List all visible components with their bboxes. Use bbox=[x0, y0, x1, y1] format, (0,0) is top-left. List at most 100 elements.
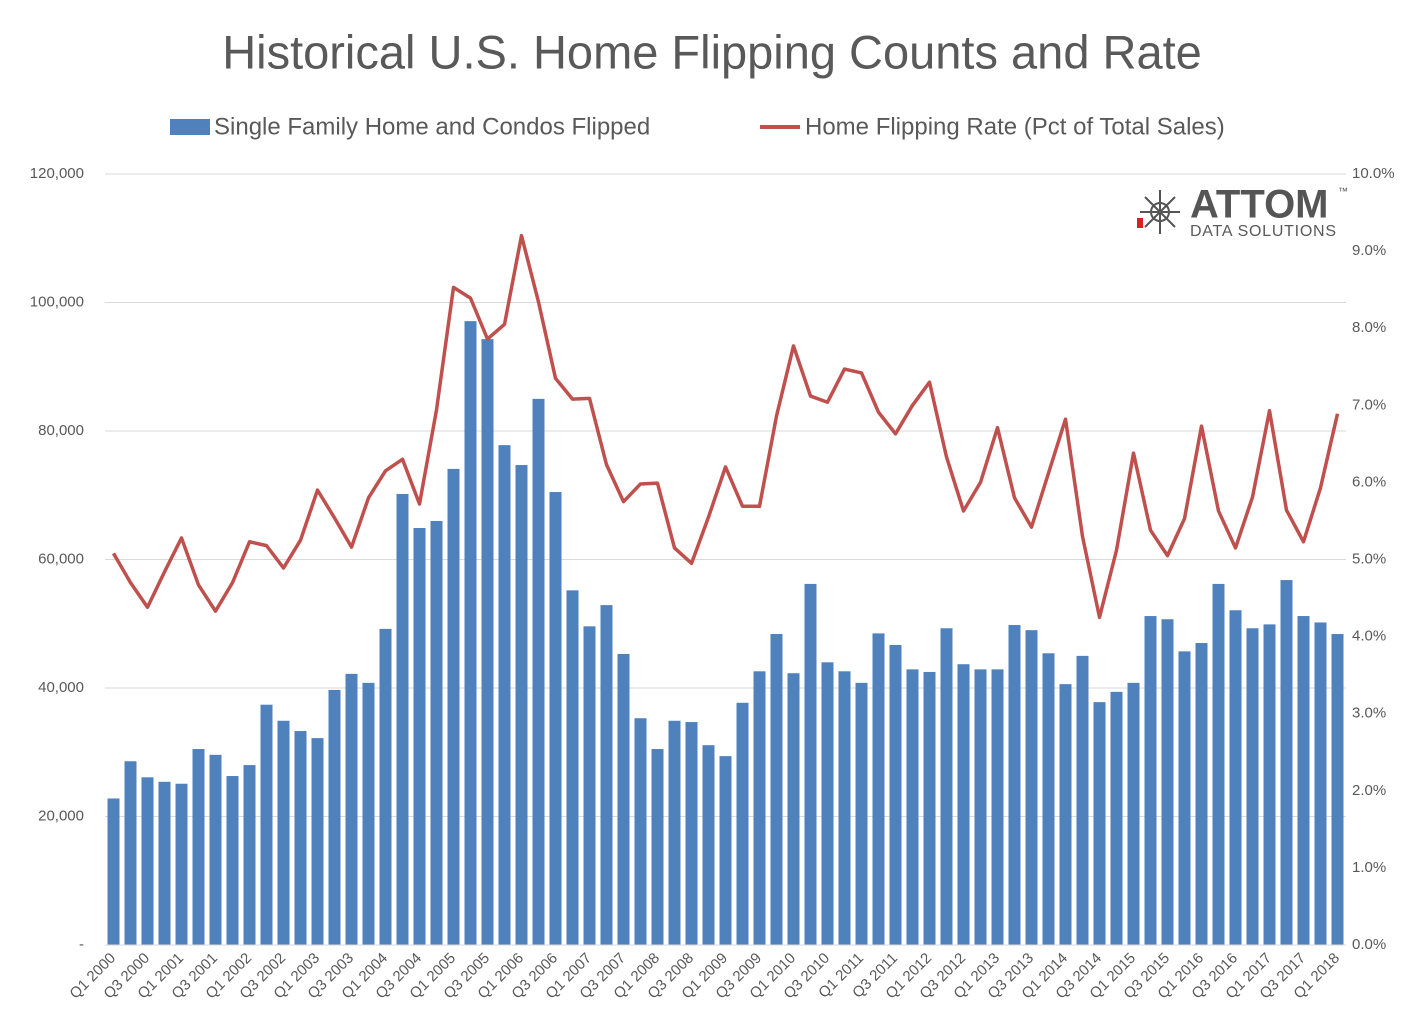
bar bbox=[1110, 691, 1123, 945]
bar bbox=[328, 689, 341, 945]
bar bbox=[651, 749, 664, 945]
y2-tick-label: 9.0% bbox=[1352, 242, 1386, 259]
bar bbox=[107, 798, 120, 945]
y2-tick-label: 5.0% bbox=[1352, 550, 1386, 567]
bar bbox=[923, 671, 936, 945]
bar bbox=[396, 493, 409, 945]
y2-tick-label: 1.0% bbox=[1352, 859, 1386, 876]
bar bbox=[532, 398, 545, 945]
bar bbox=[770, 634, 783, 945]
bar bbox=[855, 682, 868, 945]
bar bbox=[260, 704, 273, 945]
bar bbox=[787, 673, 800, 945]
y-tick-label: - bbox=[79, 936, 84, 953]
bar bbox=[753, 671, 766, 945]
y-tick-label: 20,000 bbox=[38, 807, 84, 824]
bar bbox=[685, 722, 698, 945]
bar bbox=[1263, 624, 1276, 945]
bar bbox=[1161, 619, 1174, 945]
bar bbox=[719, 756, 732, 945]
bar bbox=[1008, 625, 1021, 945]
bar bbox=[362, 682, 375, 945]
y2-tick-label: 6.0% bbox=[1352, 473, 1386, 490]
bar bbox=[957, 664, 970, 945]
bar bbox=[1059, 684, 1072, 945]
legend-label: Single Family Home and Condos Flipped bbox=[214, 113, 650, 140]
chart-title: Historical U.S. Home Flipping Counts and… bbox=[222, 25, 1202, 78]
bar bbox=[481, 339, 494, 945]
bar bbox=[311, 738, 324, 945]
bar bbox=[804, 583, 817, 945]
bar bbox=[821, 662, 834, 945]
y-tick-label: 120,000 bbox=[30, 165, 84, 182]
bar bbox=[277, 720, 290, 945]
bar bbox=[974, 669, 987, 945]
y-tick-label: 80,000 bbox=[38, 422, 84, 439]
bar bbox=[1195, 643, 1208, 945]
bar bbox=[294, 731, 307, 945]
legend-swatch bbox=[170, 119, 210, 135]
bar bbox=[226, 776, 239, 945]
bar bbox=[549, 492, 562, 945]
logo-subtext: DATA SOLUTIONS bbox=[1190, 223, 1336, 240]
logo-mark: ™ bbox=[1338, 187, 1348, 198]
bar bbox=[634, 718, 647, 945]
bar bbox=[1314, 622, 1327, 945]
bar bbox=[600, 605, 613, 945]
logo-accent bbox=[1137, 218, 1143, 228]
bar bbox=[141, 777, 154, 945]
y-tick-label: 100,000 bbox=[30, 293, 84, 310]
bar bbox=[209, 754, 222, 945]
bar bbox=[175, 783, 188, 945]
bar bbox=[736, 702, 749, 945]
bar bbox=[1127, 682, 1140, 945]
bar bbox=[124, 761, 137, 945]
y-tick-label: 60,000 bbox=[38, 550, 84, 567]
bar bbox=[566, 590, 579, 945]
y2-tick-label: 0.0% bbox=[1352, 936, 1386, 953]
bar bbox=[430, 520, 443, 945]
bar bbox=[1331, 634, 1344, 945]
y2-tick-label: 8.0% bbox=[1352, 319, 1386, 336]
bar bbox=[838, 671, 851, 945]
bar bbox=[1178, 651, 1191, 945]
bar bbox=[413, 528, 426, 945]
line bbox=[111, 233, 1340, 620]
bar bbox=[872, 633, 885, 945]
bar bbox=[1042, 653, 1055, 945]
bar bbox=[940, 628, 953, 945]
bar bbox=[498, 445, 511, 945]
bar bbox=[906, 669, 919, 945]
logo-icon bbox=[1140, 190, 1180, 234]
bar bbox=[668, 720, 681, 945]
bar bbox=[617, 653, 630, 945]
y2-tick-label: 10.0% bbox=[1352, 165, 1395, 182]
bar bbox=[1212, 583, 1225, 945]
y2-tick-label: 3.0% bbox=[1352, 705, 1386, 722]
bar bbox=[1229, 610, 1242, 945]
bar bbox=[991, 669, 1004, 945]
bar bbox=[464, 321, 477, 945]
bar bbox=[1144, 616, 1157, 945]
bar bbox=[702, 745, 715, 945]
y2-tick-label: 7.0% bbox=[1352, 396, 1386, 413]
bar bbox=[1297, 616, 1310, 945]
bar bbox=[1093, 702, 1106, 945]
bar bbox=[1076, 655, 1089, 945]
y2-tick-label: 4.0% bbox=[1352, 628, 1386, 645]
bar bbox=[889, 644, 902, 945]
logo-text: ATTOM bbox=[1190, 183, 1329, 227]
bar bbox=[583, 626, 596, 945]
logo: ATTOM ™ DATA SOLUTIONS bbox=[1137, 183, 1348, 240]
bar bbox=[379, 628, 392, 945]
y2-tick-label: 2.0% bbox=[1352, 782, 1386, 799]
bar bbox=[158, 781, 171, 945]
y-tick-label: 40,000 bbox=[38, 679, 84, 696]
bar bbox=[345, 673, 358, 945]
bar bbox=[447, 468, 460, 945]
bar bbox=[243, 765, 256, 945]
bar bbox=[192, 749, 205, 945]
bar bbox=[515, 465, 528, 945]
legend-label: Home Flipping Rate (Pct of Total Sales) bbox=[805, 113, 1225, 140]
